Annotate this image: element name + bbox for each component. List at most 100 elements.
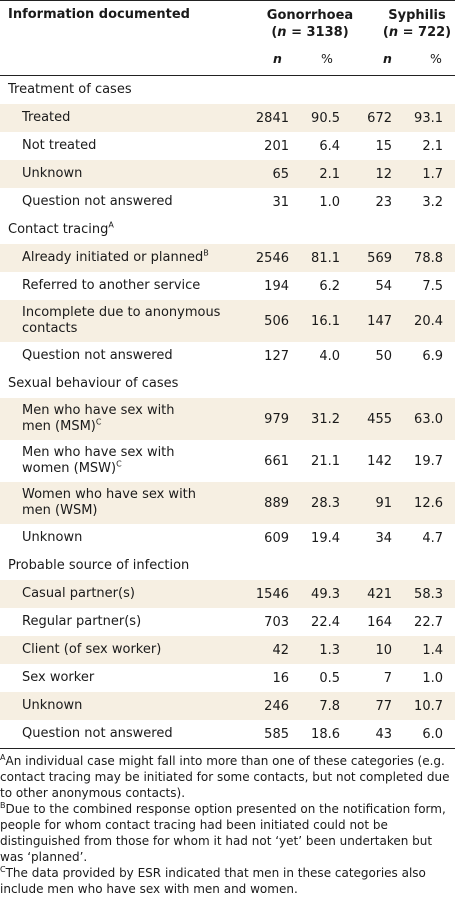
row-label-line2: men (WSM) xyxy=(22,503,98,518)
gonorrhoea-n-cell: 703 xyxy=(264,614,289,630)
syphilis-pct-cell: 22.7 xyxy=(414,614,443,630)
syphilis-pct-cell: 1.7 xyxy=(422,166,443,182)
section-title-text: Contact tracing xyxy=(8,222,109,237)
gonorrhoea-pct-cell: 6.2 xyxy=(319,278,340,294)
gonorrhoea-n-cell: 127 xyxy=(264,348,289,364)
gonorrhoea-n-cell: 246 xyxy=(264,698,289,714)
row-label-text: Question not answered xyxy=(22,726,173,741)
row-label-line1: Men who have sex with xyxy=(22,445,175,460)
row-label-text: Not treated xyxy=(22,138,97,153)
column-header-syphilis: Syphilis (n = 722) xyxy=(372,7,455,41)
gonorrhoea-n-cell: 506 xyxy=(264,313,289,329)
footnote-b: BDue to the combined response option pre… xyxy=(0,801,446,865)
row-label-text: Casual partner(s) xyxy=(22,586,135,601)
row-label-text: Referred to another service xyxy=(22,278,201,293)
syphilis-n-cell: 147 xyxy=(367,313,392,329)
gonorrhoea-pct-cell: 2.1 xyxy=(319,166,340,182)
row-label: Already initiated or plannedB xyxy=(22,249,209,266)
syphilis-n-cell: 43 xyxy=(375,726,392,742)
gonorrhoea-pct-cell: 28.3 xyxy=(311,495,340,511)
table-row: Men who have sex with men (MSM)C 979 31.2 45… xyxy=(0,398,455,440)
syphilis-n-cell: 12 xyxy=(375,166,392,182)
syphilis-pct-cell: 1.0 xyxy=(422,670,443,686)
subheader-gonorrhoea-pct: % xyxy=(321,51,333,66)
subheader-syphilis-n: n xyxy=(383,51,392,66)
gonorrhoea-n-cell: 65 xyxy=(272,166,289,182)
gonorrhoea-pct-cell: 1.0 xyxy=(319,194,340,210)
row-label: Casual partner(s) xyxy=(22,586,135,602)
gonorrhoea-pct-cell: 19.4 xyxy=(311,530,340,546)
syphilis-n-cell: 34 xyxy=(375,530,392,546)
table-row: Casual partner(s) 1546 49.3 421 58.3 xyxy=(0,580,455,608)
table-row: Men who have sex with women (MSW)C 661 21.1… xyxy=(0,440,455,482)
syphilis-pct-cell: 1.4 xyxy=(422,642,443,658)
syphilis-n-cell: 164 xyxy=(367,614,392,630)
table-row: Incomplete due to anonymous contacts 506 16… xyxy=(0,300,455,342)
section-header-row: Probable source of infection xyxy=(0,552,455,580)
gonorrhoea-n-cell: 1546 xyxy=(255,586,289,602)
table-row: Client (of sex worker) 42 1.3 10 1.4 xyxy=(0,636,455,664)
section-title: Probable source of infection xyxy=(8,558,189,574)
syphilis-n-cell: 569 xyxy=(367,250,392,266)
table-row: Referred to another service 194 6.2 54 7.5 xyxy=(0,272,455,300)
gonorrhoea-n-cell: 201 xyxy=(264,138,289,154)
row-label-line2: contacts xyxy=(22,321,78,336)
row-label: Men who have sex with men (MSM)C xyxy=(22,403,175,435)
syphilis-n-cell: 421 xyxy=(367,586,392,602)
gonorrhoea-pct-cell: 6.4 xyxy=(319,138,340,154)
syphilis-pct-cell: 6.0 xyxy=(422,726,443,742)
row-label-text: Sex worker xyxy=(22,670,95,685)
column-header-information: Information documented xyxy=(8,7,190,22)
section-title-text: Probable source of infection xyxy=(8,558,190,573)
syphilis-n-cell: 10 xyxy=(375,642,392,658)
gonorrhoea-pct-cell: 18.6 xyxy=(311,726,340,742)
row-label: Women who have sex with men (WSM) xyxy=(22,487,196,519)
table-row: Not treated 201 6.4 15 2.1 xyxy=(0,132,455,160)
section-title-text: Sexual behaviour of cases xyxy=(8,376,179,391)
syphilis-title: Syphilis xyxy=(388,8,446,23)
gonorrhoea-count: (n = 3138) xyxy=(271,25,349,40)
gonorrhoea-pct-cell: 4.0 xyxy=(319,348,340,364)
section-title-text: Treatment of cases xyxy=(8,82,132,97)
gonorrhoea-pct-cell: 21.1 xyxy=(311,453,340,469)
table-body: Treatment of cases Treated 2841 90.5 672 93.1… xyxy=(0,76,455,748)
footnote-marker: A xyxy=(108,220,114,230)
gonorrhoea-title: Gonorrhoea xyxy=(266,8,354,23)
column-header-gonorrhoea: Gonorrhoea (n = 3138) xyxy=(260,7,360,41)
row-label: Question not answered xyxy=(22,194,173,210)
row-label-text: Question not answered xyxy=(22,348,173,363)
footnote-c: CThe data provided by ESR indicated that… xyxy=(0,865,426,897)
syphilis-pct-cell: 6.9 xyxy=(422,348,443,364)
syphilis-n-cell: 91 xyxy=(375,495,392,511)
gonorrhoea-pct-cell: 1.3 xyxy=(319,642,340,658)
row-label-line2: women (MSW) xyxy=(22,461,117,476)
syphilis-pct-cell: 10.7 xyxy=(414,698,443,714)
row-label-line1: Men who have sex with xyxy=(22,403,175,418)
row-label: Treated xyxy=(22,110,70,126)
table-row: Unknown 65 2.1 12 1.7 xyxy=(0,160,455,188)
syphilis-pct-cell: 7.5 xyxy=(422,278,443,294)
syphilis-pct-cell: 78.8 xyxy=(414,250,443,266)
gonorrhoea-n-cell: 16 xyxy=(272,670,289,686)
gonorrhoea-pct-cell: 81.1 xyxy=(311,250,340,266)
footnote-marker: C xyxy=(116,459,122,469)
row-label: Not treated xyxy=(22,138,96,154)
row-label: Question not answered xyxy=(22,348,173,364)
row-label-text: Regular partner(s) xyxy=(22,614,142,629)
table-row: Sex worker 16 0.5 7 1.0 xyxy=(0,664,455,692)
syphilis-pct-cell: 3.2 xyxy=(422,194,443,210)
section-header-row: Treatment of cases xyxy=(0,76,455,104)
row-label-text: Client (of sex worker) xyxy=(22,642,162,657)
table-row: Unknown 609 19.4 34 4.7 xyxy=(0,524,455,552)
gonorrhoea-n-cell: 2841 xyxy=(255,110,289,126)
syphilis-n-cell: 672 xyxy=(367,110,392,126)
table-row: Question not answered 31 1.0 23 3.2 xyxy=(0,188,455,216)
row-label: Sex worker xyxy=(22,670,94,686)
table-row: Already initiated or plannedB 2546 81.1 569… xyxy=(0,244,455,272)
gonorrhoea-pct-cell: 7.8 xyxy=(319,698,340,714)
syphilis-count: (n = 722) xyxy=(382,25,452,40)
gonorrhoea-pct-cell: 0.5 xyxy=(319,670,340,686)
syphilis-pct-cell: 12.6 xyxy=(414,495,443,511)
section-title: Treatment of cases xyxy=(8,82,132,98)
